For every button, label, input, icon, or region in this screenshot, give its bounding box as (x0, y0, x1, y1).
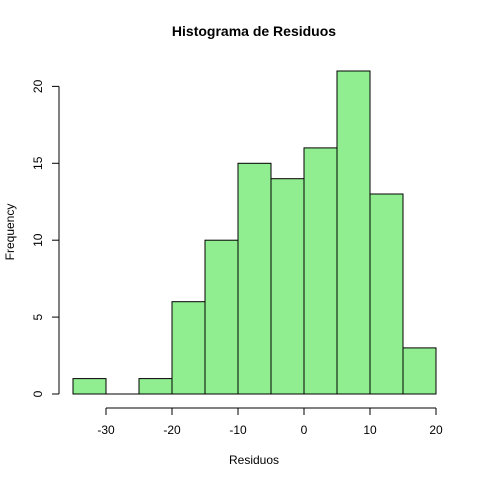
y-tick-label-0: 0 (31, 390, 45, 397)
x-tick-label-3: 0 (301, 423, 308, 437)
y-tick-label-2: 10 (31, 233, 45, 247)
histogram-bar-0 (72, 378, 107, 395)
y-tick-label-3: 15 (31, 156, 45, 170)
x-tick-label-1: -20 (163, 423, 181, 437)
histogram-bar-9 (369, 193, 404, 395)
histogram-bar-5 (237, 162, 272, 395)
y-tick-label-4: 20 (31, 79, 45, 93)
x-tick-label-4: 10 (363, 423, 377, 437)
histogram-bar-10 (402, 347, 437, 395)
bars-group (72, 70, 437, 395)
histogram-bar-2 (138, 378, 173, 395)
histogram-bar-4 (204, 239, 239, 395)
histogram-bar-6 (270, 178, 305, 395)
histogram-bar-7 (303, 147, 338, 395)
chart-title: Histograma de Residuos (172, 23, 336, 39)
x-axis-label: Residuos (229, 453, 279, 467)
y-ticks-group: 0 5 10 15 20 (31, 79, 59, 397)
x-tick-label-5: 20 (429, 423, 443, 437)
x-tick-label-2: -10 (229, 423, 247, 437)
histogram-bar-3 (171, 301, 206, 395)
histogram-bar-8 (336, 70, 371, 395)
y-axis-label: Frequency (3, 204, 17, 261)
x-tick-label-0: -30 (97, 423, 115, 437)
x-ticks-group: -30 -20 -10 0 10 20 (97, 408, 443, 437)
y-tick-label-1: 5 (31, 313, 45, 320)
